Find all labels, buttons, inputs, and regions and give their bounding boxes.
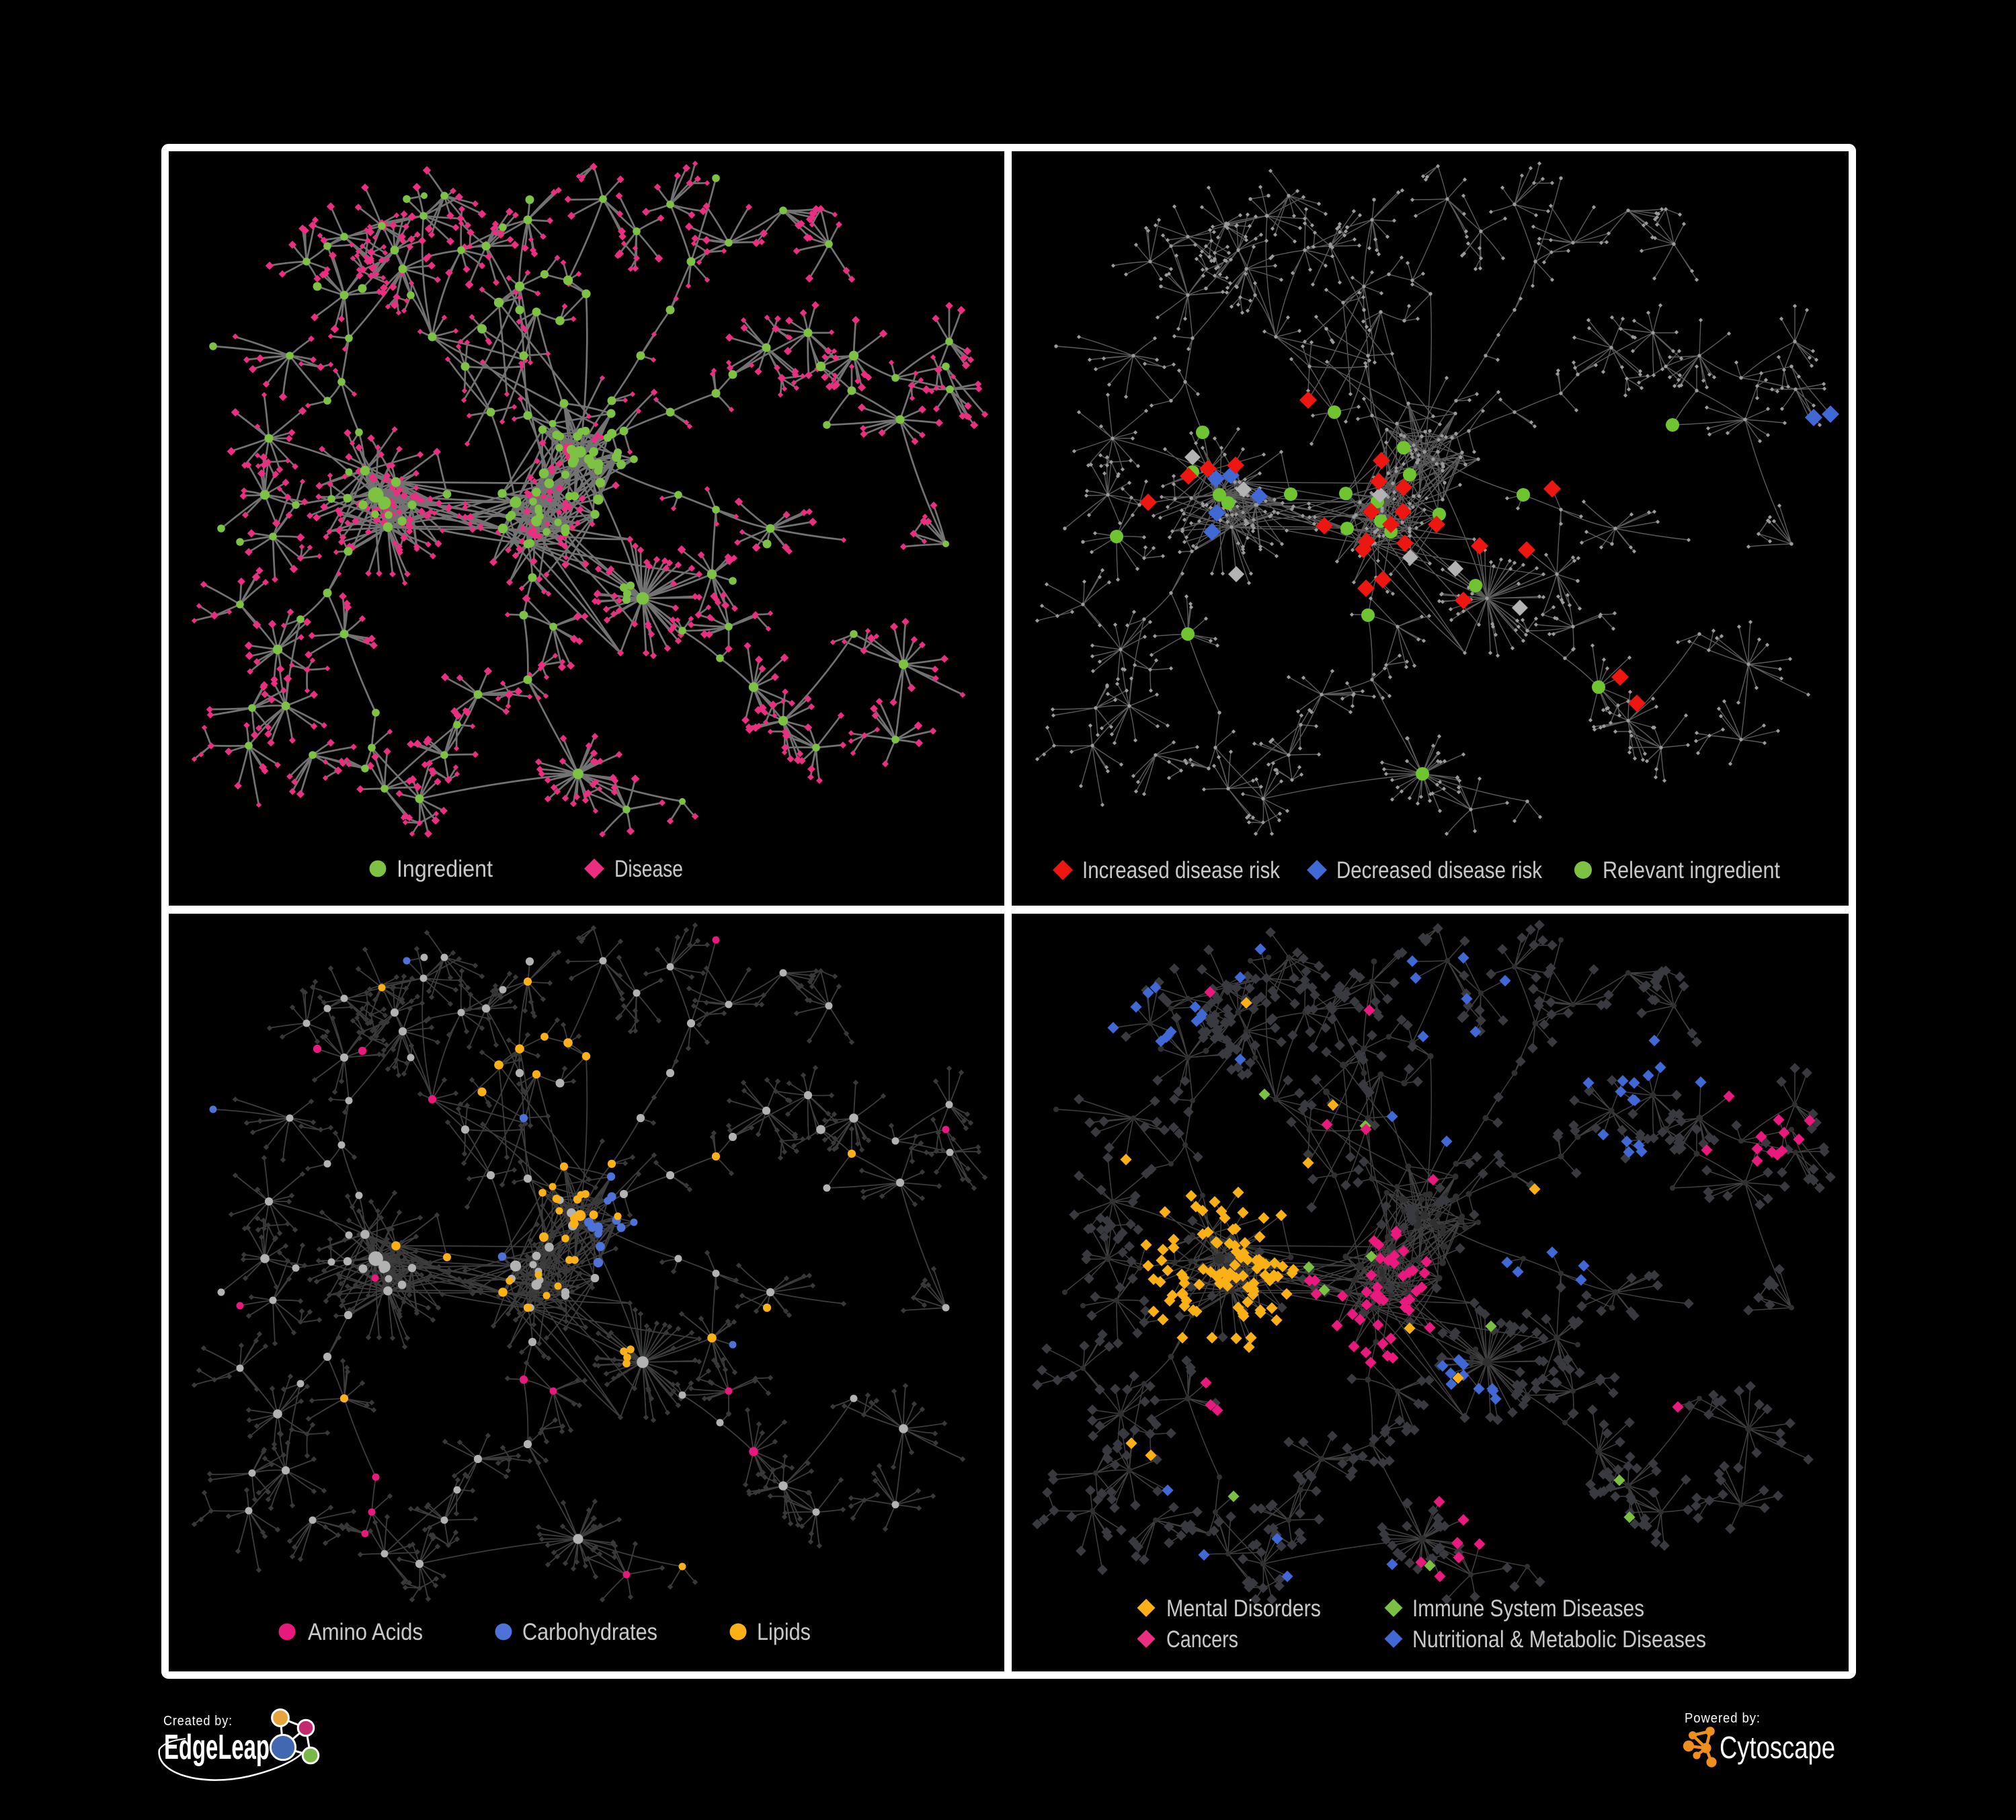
svg-text:Lipids: Lipids: [757, 1619, 811, 1645]
svg-text:Disease: Disease: [614, 856, 683, 882]
svg-text:Decreased disease risk: Decreased disease risk: [1336, 857, 1542, 883]
svg-text:Cancers: Cancers: [1166, 1626, 1238, 1653]
svg-text:Carbohydrates: Carbohydrates: [522, 1619, 657, 1645]
svg-text:EdgeLeap: EdgeLeap: [164, 1728, 270, 1767]
svg-text:Cytoscape: Cytoscape: [1720, 1730, 1835, 1765]
svg-text:Relevant ingredient: Relevant ingredient: [1603, 857, 1780, 883]
svg-text:Immune System Diseases: Immune System Diseases: [1412, 1595, 1644, 1622]
svg-text:Mental Disorders: Mental Disorders: [1166, 1595, 1321, 1622]
svg-text:Amino Acids: Amino Acids: [308, 1619, 423, 1645]
svg-text:Powered by:: Powered by:: [1685, 1711, 1761, 1726]
svg-text:Nutritional & Metabolic Diseas: Nutritional & Metabolic Diseases: [1412, 1626, 1706, 1653]
svg-text:Increased disease risk: Increased disease risk: [1082, 857, 1280, 883]
svg-text:Created by:: Created by:: [163, 1714, 233, 1729]
svg-text:Ingredient: Ingredient: [397, 856, 493, 882]
